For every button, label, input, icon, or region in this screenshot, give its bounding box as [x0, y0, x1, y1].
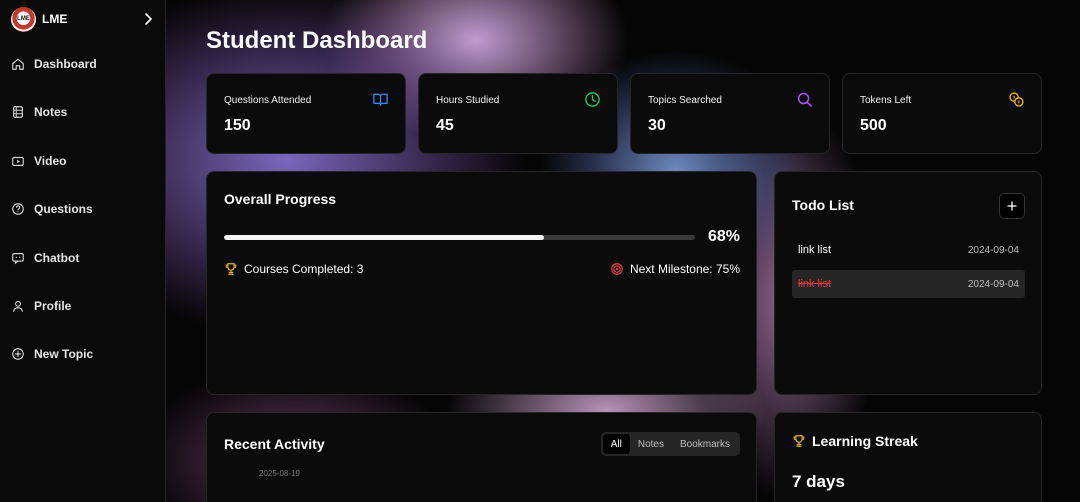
sidebar-item-questions[interactable]: Questions [0, 197, 166, 221]
streak-header: Learning Streak [792, 433, 918, 449]
todo-title: Todo List [792, 197, 854, 213]
stat-label: Hours Studied [436, 95, 500, 106]
todo-item[interactable]: link list 2024-09-04 [792, 236, 1025, 264]
todo-date: 2024-09-04 [967, 278, 1019, 290]
sidebar-item-label: New Topic [34, 347, 94, 362]
stat-value: 30 [648, 117, 666, 134]
plus-circle-icon [12, 348, 24, 361]
todo-item-completed[interactable]: link list 2024-09-04 [792, 270, 1025, 298]
chevron-right-icon[interactable] [140, 11, 156, 27]
tab-all[interactable]: All [602, 434, 630, 454]
progress-title: Overall Progress [224, 191, 337, 207]
search-icon [797, 92, 812, 107]
stat-card-topics: Topics Searched 30 [630, 73, 830, 154]
trophy-icon [793, 435, 805, 447]
stat-label: Topics Searched [648, 95, 722, 106]
stat-value: 45 [436, 117, 454, 134]
help-circle-icon [12, 203, 24, 215]
next-milestone: Next Milestone: 75% [610, 262, 740, 276]
progress-percent: 68% [707, 228, 740, 245]
sidebar-item-profile[interactable]: Profile [0, 294, 166, 318]
book-icon [373, 93, 388, 106]
tab-bookmarks[interactable]: Bookmarks [679, 438, 730, 450]
add-todo-button[interactable] [999, 193, 1025, 219]
video-icon [12, 156, 24, 166]
sidebar-item-video[interactable]: Video [0, 149, 166, 173]
main-content: Student Dashboard Questions Attended 150… [166, 0, 1080, 502]
brand-logo: LME [11, 6, 36, 32]
coins-icon [1009, 92, 1024, 107]
next-milestone-text: Next Milestone: 75% [629, 262, 740, 276]
activity-tabs: All Notes Bookmarks [600, 432, 740, 456]
courses-completed: Courses Completed: 3 [224, 262, 363, 276]
sidebar-item-label: Chatbot [34, 250, 80, 265]
stat-card-tokens: Tokens Left 500 [842, 73, 1042, 154]
stat-card-hours: Hours Studied 45 [418, 73, 618, 154]
streak-value: 7 days [792, 472, 845, 491]
sidebar-item-new-topic[interactable]: New Topic [0, 342, 166, 366]
target-icon [611, 263, 623, 275]
learning-streak-card: Learning Streak 7 days [774, 412, 1042, 502]
stat-value: 500 [860, 117, 887, 134]
sidebar-nav: Dashboard Notes Video Questions Chatbot … [0, 52, 166, 391]
sidebar-item-notes[interactable]: Notes [0, 100, 166, 124]
sidebar-item-dashboard[interactable]: Dashboard [0, 52, 166, 76]
todo-text: link list [798, 244, 832, 256]
progress-bar [224, 235, 695, 240]
sidebar-item-label: Dashboard [34, 57, 97, 71]
todo-date: 2024-09-04 [967, 244, 1019, 256]
sidebar-item-label: Notes [34, 105, 68, 120]
progress-fill [224, 235, 545, 240]
sidebar: LME LME Dashboard Notes Video Questions … [0, 0, 166, 502]
chat-icon [12, 252, 24, 264]
courses-completed-text: Courses Completed: 3 [244, 262, 364, 276]
page-title: Student Dashboard [206, 27, 428, 54]
stat-label: Tokens Left [860, 95, 912, 106]
stat-value: 150 [224, 117, 251, 134]
notebook-icon [13, 106, 23, 119]
sidebar-item-chatbot[interactable]: Chatbot [0, 246, 166, 270]
sidebar-item-label: Profile [34, 298, 72, 313]
stat-card-questions: Questions Attended 150 [206, 73, 406, 154]
todo-text: link list [798, 278, 832, 290]
user-icon [13, 300, 23, 312]
streak-title: Learning Streak [812, 433, 918, 449]
brand-name: LME [42, 12, 68, 26]
sidebar-item-label: Questions [34, 202, 93, 217]
clock-icon [585, 92, 600, 107]
todo-card: Todo List link list 2024-09-04 link list… [774, 171, 1042, 395]
activity-date-partial: 2025-08-19 [259, 469, 300, 478]
sidebar-item-label: Video [34, 153, 67, 168]
brand[interactable]: LME LME [11, 6, 156, 32]
overall-progress-card: Overall Progress 68% Courses Completed: … [206, 171, 757, 395]
stat-label: Questions Attended [224, 95, 312, 106]
tab-notes[interactable]: Notes [637, 438, 664, 450]
home-icon [12, 58, 24, 70]
recent-activity-card: Recent Activity All Notes Bookmarks 2025… [206, 412, 757, 502]
activity-title: Recent Activity [224, 436, 325, 452]
plus-icon [1007, 201, 1017, 211]
trophy-icon [225, 263, 237, 275]
